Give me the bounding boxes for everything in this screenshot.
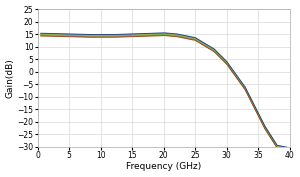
Y-axis label: Gain(dB): Gain(dB) — [6, 58, 15, 98]
X-axis label: Frequency (GHz): Frequency (GHz) — [126, 162, 201, 172]
